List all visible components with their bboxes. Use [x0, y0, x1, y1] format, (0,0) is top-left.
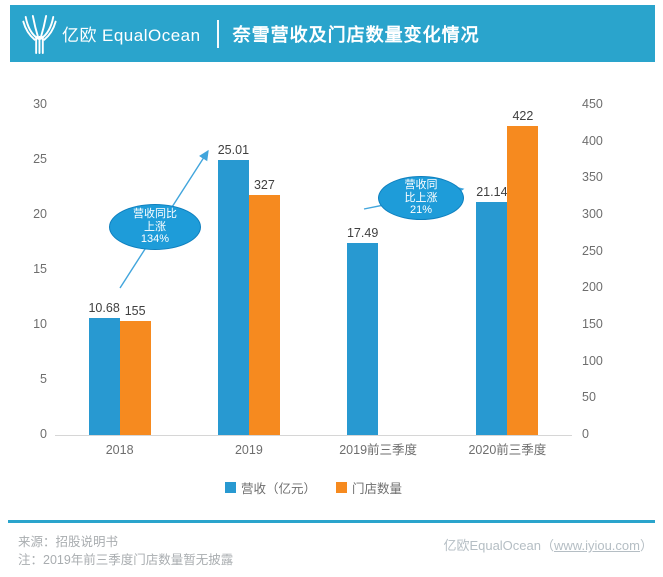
bar-revenue-2018: [88, 317, 120, 435]
right-axis-tick: 0: [582, 427, 589, 441]
annotation-text-line: 营收同: [404, 179, 438, 192]
annotation-text-line: 营收同比: [133, 208, 177, 221]
header-divider: [216, 19, 219, 48]
annotation-text-line: 比上涨: [404, 191, 438, 204]
annotation-ellipse: 营收同比 上涨 134%: [109, 204, 201, 250]
logo-text: 亿欧 EqualOcean: [62, 21, 201, 46]
left-axis-tick: 15: [33, 262, 47, 276]
right-axis-tick: 50: [582, 390, 596, 405]
right-axis-tick: 200: [582, 280, 603, 295]
x-axis-line: [55, 435, 572, 436]
annotation-text-line: 134%: [140, 233, 170, 246]
bar-value-label: 10.68: [88, 300, 120, 315]
annotation-text-line: 21%: [409, 204, 433, 217]
brand-text: 亿欧EqualOcean: [443, 538, 541, 553]
right-axis-tick: 100: [582, 353, 603, 368]
legend-item-revenue: 营收（亿元）: [224, 478, 316, 497]
bar-stores-2019: [248, 195, 280, 435]
x-axis-label: 2020前三季度: [468, 443, 547, 457]
bar-revenue-2019: [217, 159, 249, 435]
left-axis-tick: 20: [33, 207, 47, 221]
x-axis-label: 2019: [234, 443, 263, 457]
bar-value-label: 327: [253, 178, 275, 193]
legend-label: 门店数量: [352, 482, 403, 496]
chart-legend: 营收（亿元） 门店数量: [55, 478, 572, 497]
bar-value-label: 25.01: [217, 142, 250, 157]
page-title: 奈雪营收及门店数量变化情况: [232, 24, 480, 45]
footer-notes: 来源：招股说明书 注：2019年前三季度门店数量暂无披露: [18, 533, 233, 569]
legend-swatch-stores: [336, 482, 347, 493]
annotation-ellipse: 营收同 比上涨 21%: [378, 176, 464, 220]
left-axis-tick: 25: [33, 152, 47, 166]
logo-text-zh: 亿欧: [62, 26, 97, 45]
source-text: 来源：招股说明书: [18, 535, 119, 549]
legend-swatch-revenue: [224, 482, 236, 493]
bar-revenue-2020前三季度: [476, 202, 508, 435]
link-paren-close: ）: [639, 538, 653, 553]
annotation-text-line: 上涨: [144, 220, 166, 233]
right-axis-tick: 350: [582, 170, 603, 185]
left-axis-tick: 5: [40, 372, 47, 386]
note-text: 注：2019年前三季度门店数量暂无披露: [18, 553, 234, 567]
x-axis-label: 2018: [105, 443, 134, 457]
left-axis-tick: 0: [40, 427, 47, 441]
bar-value-label: 17.49: [346, 225, 379, 240]
footer-divider-line: [8, 520, 655, 523]
bar-value-label: 155: [124, 304, 146, 319]
x-axis-label: 2019前三季度: [339, 443, 418, 457]
link-paren-open: （: [541, 538, 555, 553]
bar-stores-2020前三季度: [507, 125, 539, 435]
right-axis-tick: 450: [582, 97, 603, 111]
bar-stores-2018: [119, 321, 151, 435]
left-axis-tick: 30: [33, 97, 47, 111]
header-band: 亿欧 EqualOcean 奈雪营收及门店数量变化情况: [10, 5, 655, 62]
right-axis-tick: 300: [582, 207, 603, 221]
right-axis-tick: 150: [582, 317, 603, 331]
legend-item-stores: 门店数量: [336, 478, 402, 497]
equalocean-logo-icon: [22, 14, 57, 54]
website-link[interactable]: www.iyiou.com: [554, 538, 640, 553]
logo-text-en: EqualOcean: [102, 26, 201, 45]
left-axis-tick: 10: [33, 317, 47, 331]
bar-value-label: 422: [512, 108, 534, 123]
right-axis-tick: 400: [582, 133, 603, 148]
bar-revenue-2019前三季度: [347, 242, 379, 435]
footer-brand: 亿欧EqualOcean（www.iyiou.com）: [443, 535, 653, 554]
legend-label: 营收（亿元）: [240, 482, 316, 496]
right-axis-tick: 250: [582, 243, 603, 258]
bar-value-label: 21.14: [476, 185, 508, 200]
